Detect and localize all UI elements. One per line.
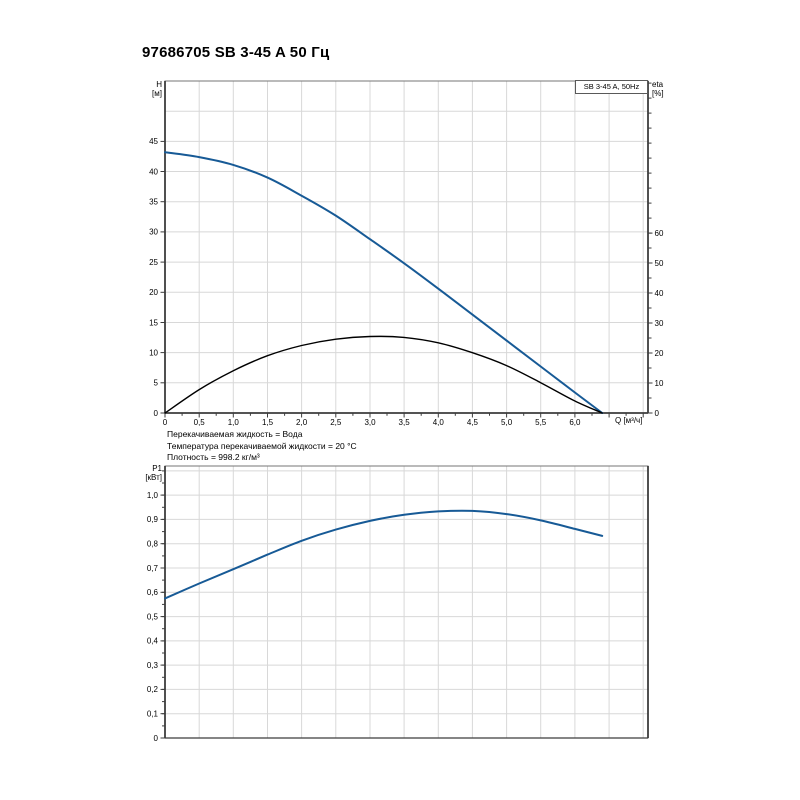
svg-text:5,5: 5,5 <box>535 418 547 427</box>
notes-block: Перекачиваемая жидкость = Вода Температу… <box>167 429 357 464</box>
h-axis-label-line1: H <box>156 80 162 89</box>
svg-text:30: 30 <box>655 319 664 328</box>
svg-text:15: 15 <box>149 318 158 327</box>
svg-text:0,8: 0,8 <box>147 540 159 549</box>
svg-text:0,4: 0,4 <box>147 637 159 646</box>
svg-text:0,5: 0,5 <box>194 418 206 427</box>
note-temperature: Температура перекачиваемой жидкости = 20… <box>167 440 357 451</box>
svg-text:25: 25 <box>149 258 158 267</box>
svg-text:10: 10 <box>149 348 158 357</box>
p1-axis-label-line1: P1 <box>152 464 162 473</box>
h-axis-label: H [м] <box>128 80 162 98</box>
eta-axis-label-line1: eta <box>652 80 664 89</box>
svg-text:3,5: 3,5 <box>399 418 411 427</box>
svg-text:0,9: 0,9 <box>147 515 159 524</box>
svg-text:0: 0 <box>154 734 159 743</box>
svg-text:0: 0 <box>655 409 660 418</box>
svg-text:30: 30 <box>149 228 158 237</box>
eta-axis-label-line2: [%] <box>652 89 664 98</box>
svg-text:0,3: 0,3 <box>147 661 159 670</box>
svg-text:6,0: 6,0 <box>569 418 581 427</box>
svg-text:45: 45 <box>149 137 158 146</box>
svg-text:0,2: 0,2 <box>147 685 159 694</box>
svg-text:2,0: 2,0 <box>296 418 308 427</box>
svg-text:3,0: 3,0 <box>364 418 376 427</box>
svg-text:60: 60 <box>655 229 664 238</box>
svg-text:10: 10 <box>655 379 664 388</box>
svg-text:0,1: 0,1 <box>147 710 159 719</box>
svg-text:40: 40 <box>655 289 664 298</box>
legend-box: SB 3-45 A, 50Hz <box>575 80 648 94</box>
svg-text:0,7: 0,7 <box>147 564 159 573</box>
svg-text:1,0: 1,0 <box>147 491 159 500</box>
h-axis-label-line2: [м] <box>152 89 162 98</box>
svg-text:4,5: 4,5 <box>467 418 479 427</box>
eta-axis-label: eta [%] <box>652 80 664 98</box>
note-fluid: Перекачиваемая жидкость = Вода <box>167 429 303 439</box>
svg-text:35: 35 <box>149 198 158 207</box>
svg-text:5,0: 5,0 <box>501 418 513 427</box>
legend-label: SB 3-45 A, 50Hz <box>583 82 640 91</box>
svg-text:20: 20 <box>655 349 664 358</box>
svg-text:5: 5 <box>154 379 159 388</box>
svg-text:0,6: 0,6 <box>147 588 159 597</box>
svg-text:0: 0 <box>154 409 159 418</box>
svg-text:1,0: 1,0 <box>228 418 240 427</box>
svg-text:40: 40 <box>149 167 158 176</box>
note-density: Плотность = 998.2 кг/м³ <box>167 452 260 463</box>
svg-text:50: 50 <box>655 259 664 268</box>
svg-text:0,5: 0,5 <box>147 612 159 621</box>
svg-text:4,0: 4,0 <box>433 418 445 427</box>
page-title: 97686705 SB 3-45 A 50 Гц <box>142 44 330 61</box>
svg-text:2,5: 2,5 <box>330 418 342 427</box>
q-axis-label: Q [м³/ч] <box>615 416 643 425</box>
p1-axis-label-line2: [кВт] <box>145 473 162 482</box>
svg-text:0: 0 <box>163 418 168 427</box>
svg-text:1,5: 1,5 <box>262 418 274 427</box>
p1-axis-label: P1 [кВт] <box>128 464 162 482</box>
svg-text:20: 20 <box>149 288 158 297</box>
